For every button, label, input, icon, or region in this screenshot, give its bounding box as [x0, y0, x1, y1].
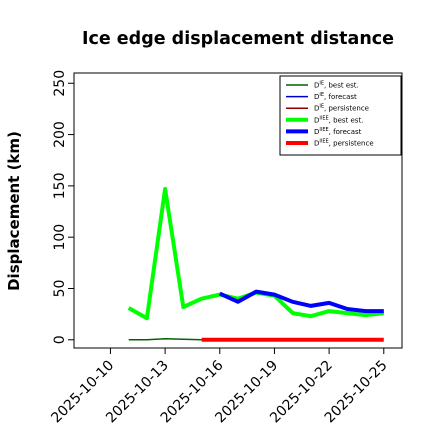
series-line-thick_forecast — [218, 289, 384, 314]
plot-frame — [73, 72, 403, 349]
legend-entry: DIIEE, forecast — [314, 127, 362, 136]
y-tick-label: 200 — [52, 121, 68, 148]
legend-entry: DIE, forecast — [314, 92, 357, 101]
series-layer — [127, 187, 385, 342]
y-axis: 0 50 100 150 200 250 — [52, 70, 74, 344]
legend-entry: DIE, persistence — [314, 104, 369, 113]
legend-box — [279, 75, 402, 156]
x-axis: 2025-10-102025-10-132025-10-162025-10-19… — [48, 348, 391, 426]
series-line-thin_best — [128, 338, 202, 341]
legend-entry: DIIEE, persistence — [314, 139, 374, 148]
series-line-thick_best — [127, 187, 385, 321]
chart-title: Ice edge displacement distance — [82, 29, 394, 49]
y-tick-label: 150 — [52, 173, 68, 200]
y-tick-label: 50 — [52, 280, 68, 298]
legend: DIE, best est. DIE, forecast DIE, persiste… — [279, 75, 402, 156]
y-tick-label: 0 — [52, 335, 68, 344]
y-tick-label: 250 — [52, 70, 68, 97]
y-tick-label: 100 — [52, 224, 68, 251]
legend-entry: DIE, best est. — [314, 81, 359, 90]
legend-entry: DIIEE, best est. — [314, 115, 363, 124]
y-axis-label: Displacement (km) — [5, 131, 23, 291]
